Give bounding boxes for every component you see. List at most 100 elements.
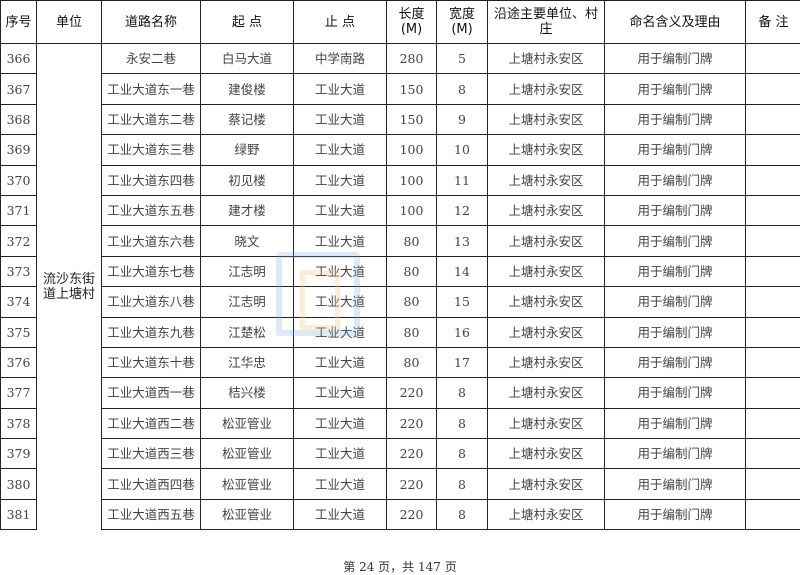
cell-remarks	[746, 317, 800, 347]
cell-road-name: 工业大道东七巷	[102, 256, 201, 286]
cell-road-name: 工业大道东八巷	[102, 287, 201, 317]
cell-length: 80	[387, 317, 437, 347]
cell-width: 14	[437, 256, 488, 286]
cell-remarks	[746, 378, 800, 408]
cell-start-point: 江志明	[201, 256, 294, 286]
cell-remarks	[746, 195, 800, 225]
cell-width: 8	[437, 499, 488, 529]
cell-seq: 375	[1, 317, 37, 347]
cell-width: 10	[437, 135, 488, 165]
cell-width: 15	[437, 287, 488, 317]
cell-width: 9	[437, 104, 488, 134]
cell-end-point: 工业大道	[294, 165, 387, 195]
cell-width: 8	[437, 408, 488, 438]
cell-along-units: 上塘村永安区	[488, 317, 605, 347]
cell-width: 5	[437, 44, 488, 74]
cell-naming-reason: 用于编制门牌	[605, 165, 746, 195]
cell-naming-reason: 用于编制门牌	[605, 44, 746, 74]
cell-end-point: 工业大道	[294, 499, 387, 529]
cell-start-point: 建才楼	[201, 195, 294, 225]
cell-road-name: 工业大道东十巷	[102, 347, 201, 377]
header-width: 宽度 (M)	[437, 1, 488, 44]
cell-end-point: 工业大道	[294, 408, 387, 438]
cell-naming-reason: 用于编制门牌	[605, 135, 746, 165]
cell-naming-reason: 用于编制门牌	[605, 439, 746, 469]
cell-road-name: 工业大道西二巷	[102, 408, 201, 438]
cell-start-point: 江志明	[201, 287, 294, 317]
cell-naming-reason: 用于编制门牌	[605, 226, 746, 256]
cell-length: 220	[387, 378, 437, 408]
cell-remarks	[746, 469, 800, 499]
header-row: 序号单位道路名称起 点止 点长度 (M)宽度 (M)沿途主要单位、村庄命名含义及…	[1, 1, 800, 44]
cell-end-point: 工业大道	[294, 317, 387, 347]
cell-remarks	[746, 74, 800, 104]
cell-naming-reason: 用于编制门牌	[605, 317, 746, 347]
cell-seq: 377	[1, 378, 37, 408]
header-along-units: 沿途主要单位、村庄	[488, 1, 605, 44]
cell-naming-reason: 用于编制门牌	[605, 408, 746, 438]
header-length: 长度 (M)	[387, 1, 437, 44]
cell-along-units: 上塘村永安区	[488, 195, 605, 225]
cell-naming-reason: 用于编制门牌	[605, 74, 746, 104]
cell-remarks	[746, 408, 800, 438]
cell-end-point: 工业大道	[294, 347, 387, 377]
cell-start-point: 绿野	[201, 135, 294, 165]
cell-width: 17	[437, 347, 488, 377]
cell-width: 8	[437, 378, 488, 408]
cell-road-name: 工业大道西一巷	[102, 378, 201, 408]
cell-start-point: 松亚管业	[201, 469, 294, 499]
cell-naming-reason: 用于编制门牌	[605, 347, 746, 377]
cell-start-point: 松亚管业	[201, 408, 294, 438]
cell-along-units: 上塘村永安区	[488, 469, 605, 499]
cell-length: 80	[387, 256, 437, 286]
cell-width: 8	[437, 74, 488, 104]
cell-length: 100	[387, 195, 437, 225]
cell-seq: 369	[1, 135, 37, 165]
cell-end-point: 工业大道	[294, 469, 387, 499]
cell-start-point: 桔兴楼	[201, 378, 294, 408]
cell-along-units: 上塘村永安区	[488, 256, 605, 286]
cell-length: 80	[387, 347, 437, 377]
cell-naming-reason: 用于编制门牌	[605, 256, 746, 286]
cell-along-units: 上塘村永安区	[488, 287, 605, 317]
cell-end-point: 工业大道	[294, 74, 387, 104]
cell-seq: 374	[1, 287, 37, 317]
cell-length: 220	[387, 408, 437, 438]
cell-seq: 367	[1, 74, 37, 104]
cell-along-units: 上塘村永安区	[488, 378, 605, 408]
cell-seq: 372	[1, 226, 37, 256]
cell-start-point: 白马大道	[201, 44, 294, 74]
cell-along-units: 上塘村永安区	[488, 439, 605, 469]
cell-start-point: 江华忠	[201, 347, 294, 377]
cell-seq: 370	[1, 165, 37, 195]
cell-along-units: 上塘村永安区	[488, 408, 605, 438]
cell-along-units: 上塘村永安区	[488, 499, 605, 529]
cell-end-point: 中学南路	[294, 44, 387, 74]
cell-length: 150	[387, 74, 437, 104]
cell-along-units: 上塘村永安区	[488, 226, 605, 256]
cell-length: 150	[387, 104, 437, 134]
cell-naming-reason: 用于编制门牌	[605, 104, 746, 134]
cell-start-point: 晓文	[201, 226, 294, 256]
cell-road-name: 工业大道西四巷	[102, 469, 201, 499]
cell-width: 8	[437, 469, 488, 499]
cell-along-units: 上塘村永安区	[488, 44, 605, 74]
cell-remarks	[746, 256, 800, 286]
road-naming-table: 序号单位道路名称起 点止 点长度 (M)宽度 (M)沿途主要单位、村庄命名含义及…	[0, 0, 800, 530]
cell-road-name: 工业大道东四巷	[102, 165, 201, 195]
cell-length: 100	[387, 135, 437, 165]
cell-length: 220	[387, 469, 437, 499]
cell-remarks	[746, 165, 800, 195]
